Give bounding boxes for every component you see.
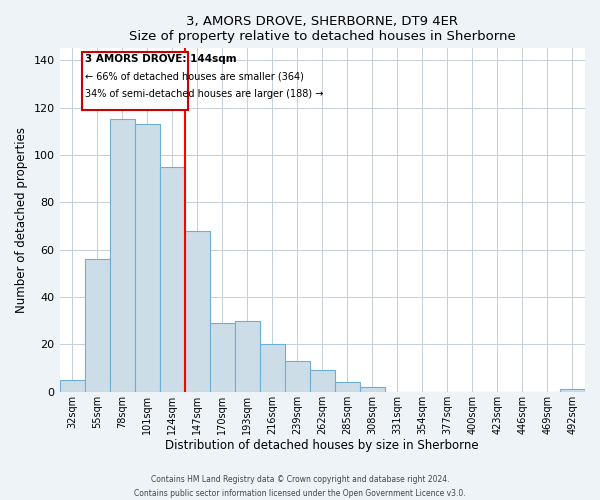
Bar — [310, 370, 335, 392]
Bar — [59, 380, 85, 392]
Bar — [260, 344, 285, 392]
Bar — [160, 167, 185, 392]
Bar — [110, 120, 134, 392]
Bar — [85, 259, 110, 392]
Bar — [285, 361, 310, 392]
Title: 3, AMORS DROVE, SHERBORNE, DT9 4ER
Size of property relative to detached houses : 3, AMORS DROVE, SHERBORNE, DT9 4ER Size … — [129, 15, 515, 43]
Text: 34% of semi-detached houses are larger (188) →: 34% of semi-detached houses are larger (… — [85, 90, 323, 100]
X-axis label: Distribution of detached houses by size in Sherborne: Distribution of detached houses by size … — [166, 440, 479, 452]
Y-axis label: Number of detached properties: Number of detached properties — [15, 127, 28, 313]
Bar — [134, 124, 160, 392]
Text: Contains HM Land Registry data © Crown copyright and database right 2024.
Contai: Contains HM Land Registry data © Crown c… — [134, 476, 466, 498]
Text: 3 AMORS DROVE: 144sqm: 3 AMORS DROVE: 144sqm — [85, 54, 236, 64]
Text: ← 66% of detached houses are smaller (364): ← 66% of detached houses are smaller (36… — [85, 72, 304, 82]
Bar — [360, 387, 385, 392]
Bar — [235, 320, 260, 392]
Bar — [560, 390, 585, 392]
Bar — [335, 382, 360, 392]
Bar — [185, 230, 209, 392]
Bar — [209, 323, 235, 392]
FancyBboxPatch shape — [82, 52, 188, 110]
